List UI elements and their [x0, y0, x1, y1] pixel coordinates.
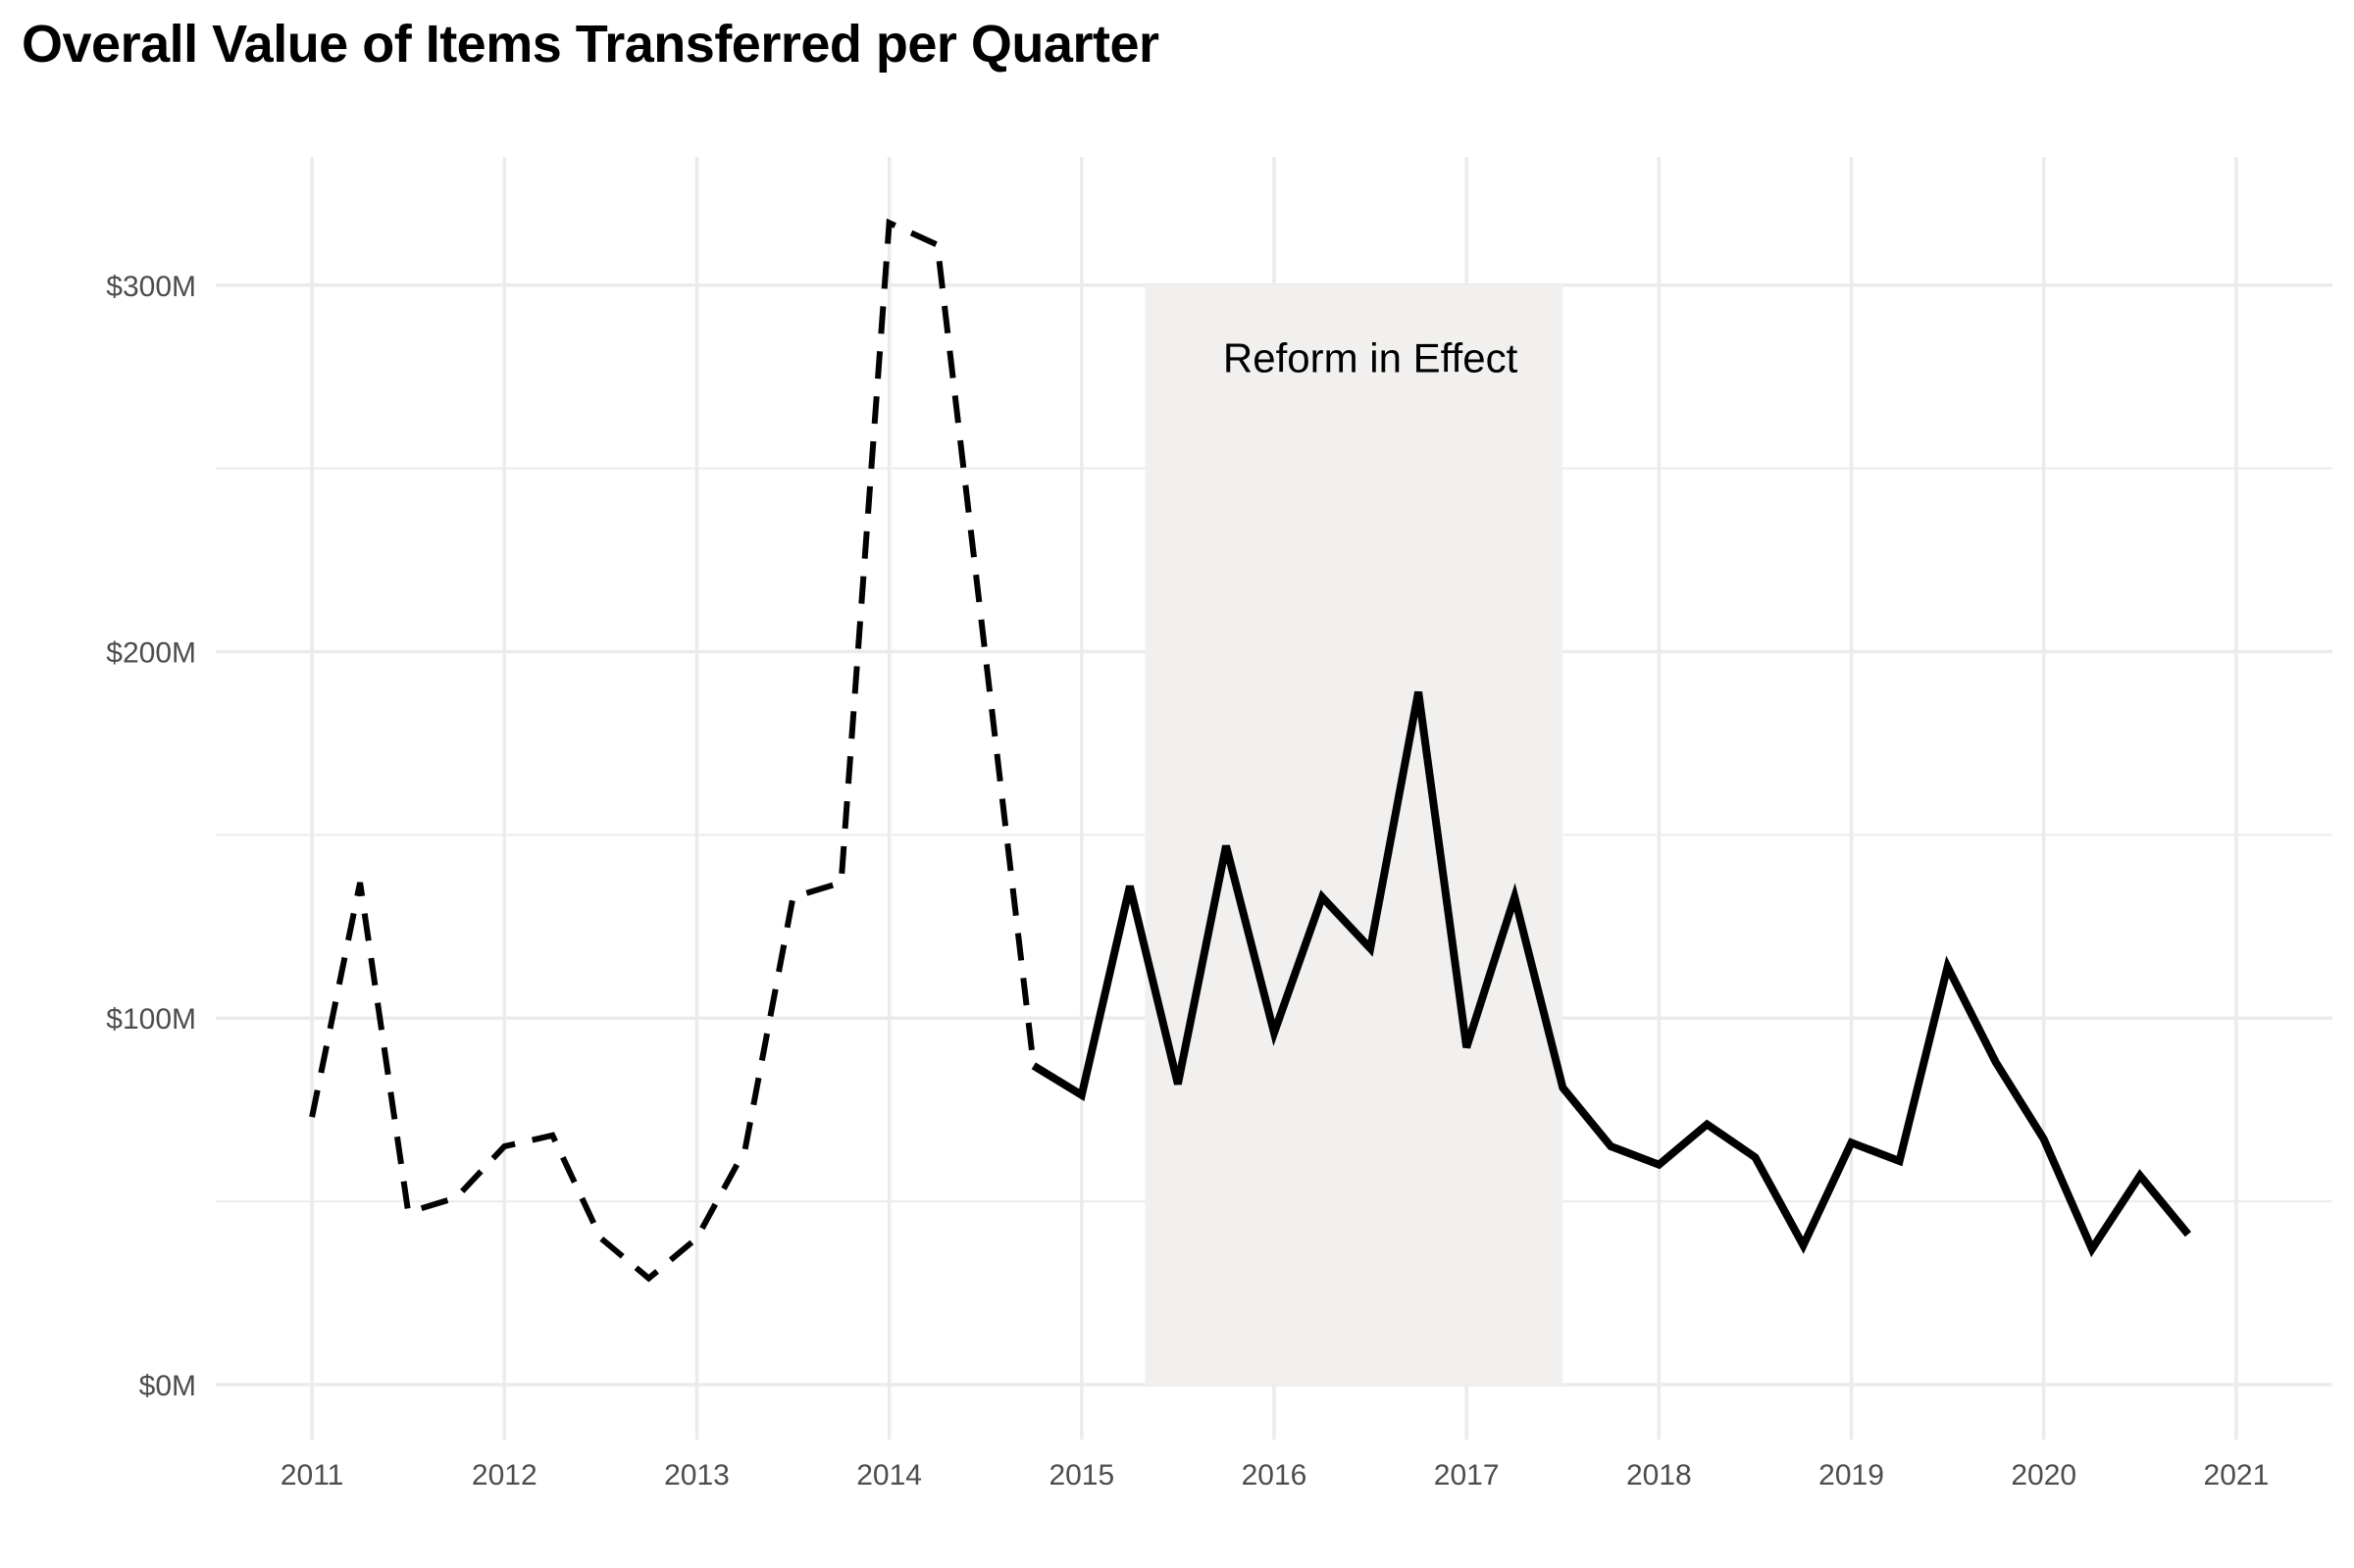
reform-shaded-region [1145, 284, 1563, 1385]
x-tick-label: 2014 [856, 1459, 922, 1492]
reform-annotation: Reform in Effect [1223, 335, 1518, 381]
y-tick-label: $300M [106, 271, 196, 303]
x-tick-label: 2012 [472, 1459, 537, 1492]
x-tick-label: 2021 [2204, 1459, 2270, 1492]
y-tick-label: $100M [106, 1003, 196, 1036]
x-tick-label: 2015 [1049, 1459, 1114, 1492]
chart-title: Overall Value of Items Transferred per Q… [22, 15, 1159, 74]
y-tick-label: $0M [139, 1370, 196, 1402]
series-line-dashed [309, 218, 1037, 1283]
x-tick-label: 2016 [1242, 1459, 1307, 1492]
y-tick-label: $200M [106, 637, 196, 670]
x-tick-label: 2020 [2011, 1459, 2076, 1492]
x-tick-label: 2011 [281, 1459, 344, 1492]
x-tick-label: 2017 [1434, 1459, 1500, 1492]
series-line-solid [1031, 690, 2191, 1258]
x-tick-label: 2018 [1626, 1459, 1692, 1492]
x-tick-label: 2019 [1818, 1459, 1884, 1492]
x-tick-label: 2013 [664, 1459, 730, 1492]
